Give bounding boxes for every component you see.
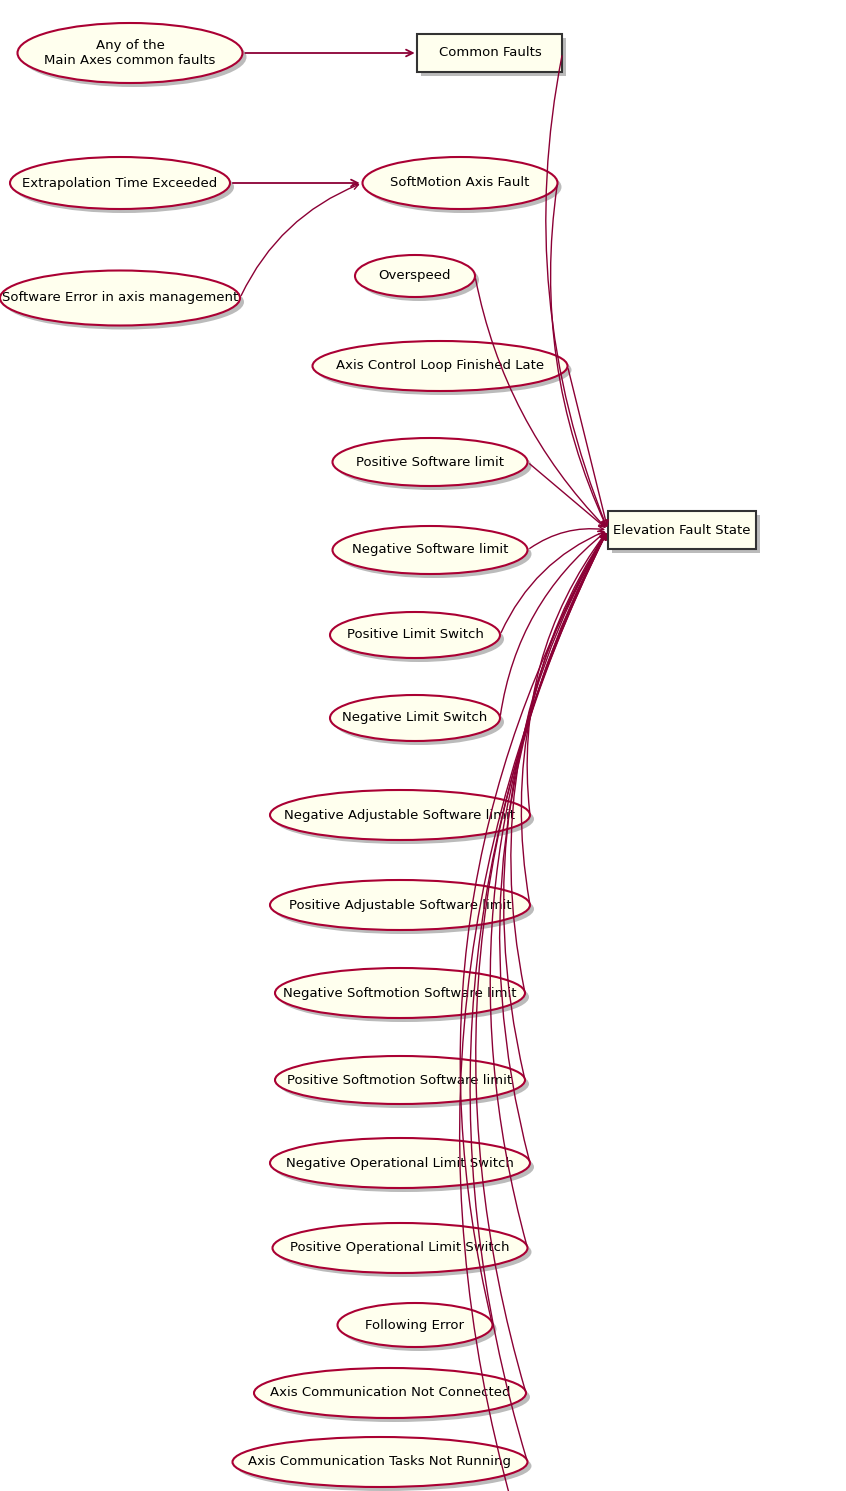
Ellipse shape <box>275 968 525 1018</box>
Text: Negative Softmotion Software limit: Negative Softmotion Software limit <box>283 987 517 999</box>
Ellipse shape <box>355 255 475 297</box>
Ellipse shape <box>21 27 246 86</box>
FancyBboxPatch shape <box>608 511 756 549</box>
Ellipse shape <box>332 526 528 574</box>
Text: Axis Communication Tasks Not Running: Axis Communication Tasks Not Running <box>249 1455 512 1469</box>
Ellipse shape <box>330 611 500 658</box>
Ellipse shape <box>334 699 504 746</box>
Ellipse shape <box>330 695 500 741</box>
Ellipse shape <box>337 529 531 579</box>
Text: Axis Communication Not Connected: Axis Communication Not Connected <box>270 1387 510 1400</box>
Ellipse shape <box>274 884 534 933</box>
Text: Positive Softmotion Software limit: Positive Softmotion Software limit <box>288 1074 513 1087</box>
Text: Following Error: Following Error <box>365 1318 464 1331</box>
Ellipse shape <box>258 1372 530 1422</box>
Text: Extrapolation Time Exceeded: Extrapolation Time Exceeded <box>22 176 217 189</box>
Ellipse shape <box>279 1060 529 1108</box>
Ellipse shape <box>275 1056 525 1103</box>
Ellipse shape <box>362 157 558 209</box>
Ellipse shape <box>0 270 240 325</box>
FancyBboxPatch shape <box>421 37 567 76</box>
Ellipse shape <box>277 1227 531 1276</box>
FancyBboxPatch shape <box>417 34 563 72</box>
Ellipse shape <box>237 1440 531 1491</box>
Ellipse shape <box>254 1369 526 1418</box>
Ellipse shape <box>366 161 562 213</box>
Text: Overspeed: Overspeed <box>379 270 451 282</box>
Ellipse shape <box>270 790 530 839</box>
FancyBboxPatch shape <box>612 514 760 553</box>
Text: Negative Operational Limit Switch: Negative Operational Limit Switch <box>286 1157 514 1169</box>
Text: Negative Software limit: Negative Software limit <box>352 544 508 556</box>
Text: Software Error in axis management: Software Error in axis management <box>2 292 238 304</box>
Ellipse shape <box>10 157 230 209</box>
Text: Elevation Fault State: Elevation Fault State <box>613 523 750 537</box>
Ellipse shape <box>342 1308 497 1351</box>
Text: Positive Limit Switch: Positive Limit Switch <box>347 629 483 641</box>
Ellipse shape <box>274 795 534 844</box>
Ellipse shape <box>337 441 531 491</box>
Text: Positive Software limit: Positive Software limit <box>356 455 504 468</box>
Text: Axis Control Loop Finished Late: Axis Control Loop Finished Late <box>336 359 544 373</box>
Text: Common Faults: Common Faults <box>438 46 541 60</box>
Ellipse shape <box>14 161 234 213</box>
Ellipse shape <box>270 1138 530 1188</box>
Ellipse shape <box>272 1223 528 1273</box>
Ellipse shape <box>274 1142 534 1191</box>
Text: Positive Operational Limit Switch: Positive Operational Limit Switch <box>290 1242 510 1254</box>
Ellipse shape <box>359 259 479 301</box>
Ellipse shape <box>312 341 568 391</box>
Text: Negative Adjustable Software limit: Negative Adjustable Software limit <box>284 808 515 822</box>
Ellipse shape <box>270 880 530 930</box>
Ellipse shape <box>279 972 529 1021</box>
Ellipse shape <box>332 438 528 486</box>
Text: Negative Limit Switch: Negative Limit Switch <box>343 711 487 725</box>
Ellipse shape <box>18 22 243 83</box>
Ellipse shape <box>334 616 504 662</box>
Ellipse shape <box>4 274 244 330</box>
Ellipse shape <box>233 1437 528 1487</box>
Ellipse shape <box>316 344 572 395</box>
Ellipse shape <box>338 1303 492 1346</box>
Text: SoftMotion Axis Fault: SoftMotion Axis Fault <box>390 176 530 189</box>
Text: Any of the
Main Axes common faults: Any of the Main Axes common faults <box>44 39 216 67</box>
Text: Positive Adjustable Software limit: Positive Adjustable Software limit <box>288 899 511 911</box>
